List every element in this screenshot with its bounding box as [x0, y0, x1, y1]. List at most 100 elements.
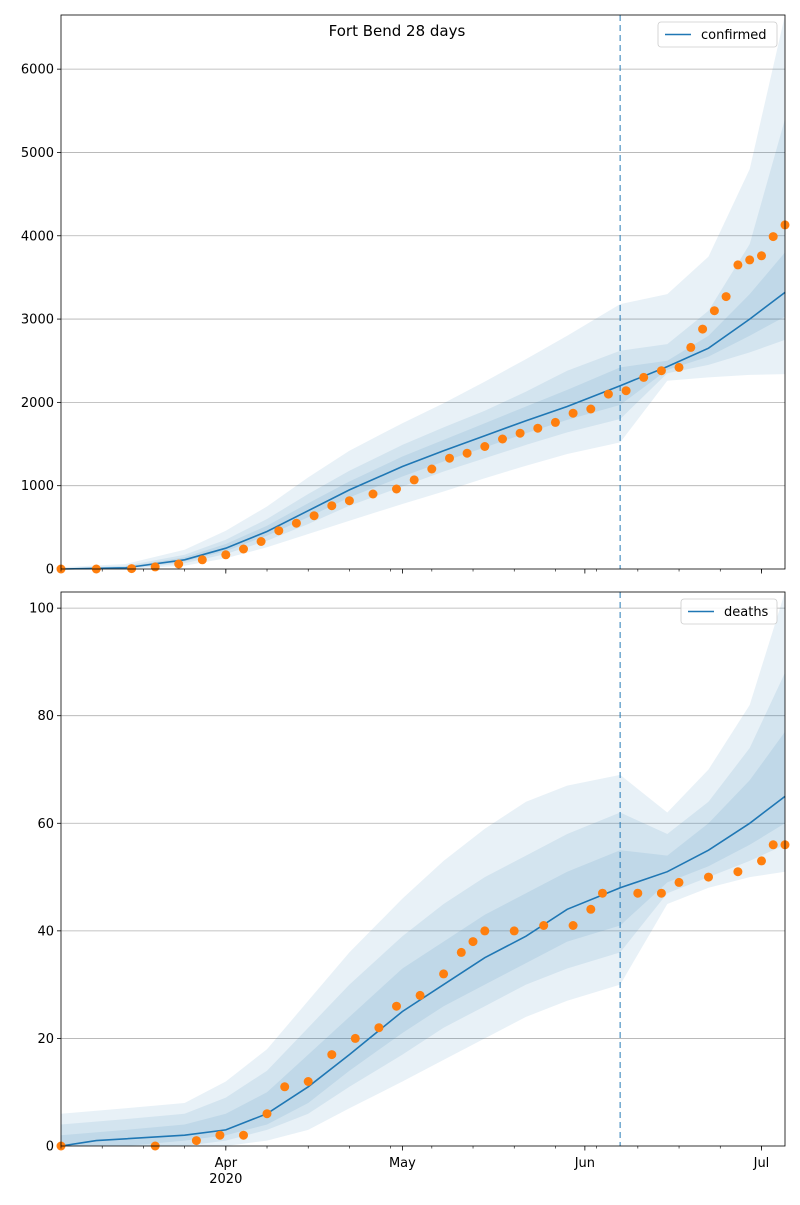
observed-point — [603, 389, 613, 399]
observed-point — [327, 501, 337, 511]
observed-point — [586, 904, 596, 914]
legend-label: confirmed — [701, 28, 767, 43]
observed-point — [197, 555, 207, 565]
observed-point — [150, 562, 160, 572]
observed-point — [656, 888, 666, 898]
y-tick-label: 2000 — [21, 396, 54, 411]
observed-point — [174, 559, 184, 569]
observed-point — [350, 1033, 360, 1043]
legend: deaths — [680, 598, 778, 625]
observed-point — [757, 856, 766, 866]
observed-point — [709, 306, 719, 316]
axes-frame — [60, 591, 786, 1147]
observed-point — [415, 990, 425, 1000]
observed-point — [392, 484, 401, 494]
observed-point — [598, 888, 607, 898]
y-tick-label: 100 — [29, 602, 54, 617]
x-tick-label: May — [389, 1156, 416, 1171]
observed-point — [427, 464, 437, 474]
observed-point — [374, 1023, 384, 1033]
observed-point — [539, 921, 549, 930]
observed-point — [468, 937, 478, 947]
observed-point — [721, 292, 731, 302]
y-tick-label: 80 — [37, 709, 54, 724]
chart-title: Fort Bend 28 days — [329, 22, 466, 40]
observed-point — [392, 1001, 401, 1011]
observed-point — [262, 1109, 272, 1119]
x-year-label: 2020 — [209, 1172, 242, 1187]
x-tick-label: Jul — [753, 1156, 770, 1171]
y-tick-label: 4000 — [21, 229, 54, 244]
observed-point — [127, 564, 137, 574]
deaths-panel: 0 20 40 60 80 100 Apr May Jun Jul 2020 deaths — [29, 591, 790, 1187]
observed-point — [256, 537, 266, 546]
y-tick-label: 1000 — [21, 479, 54, 494]
model-line-confirmed — [60, 291, 786, 570]
observed-point — [309, 511, 319, 521]
observed-point — [768, 232, 778, 242]
observed-point — [568, 408, 578, 418]
observed-point — [280, 1082, 290, 1092]
observed-point — [674, 877, 684, 887]
observed-point — [439, 969, 449, 979]
observed-point — [409, 475, 419, 485]
y-tick-label: 3000 — [21, 313, 54, 328]
observed-point — [639, 372, 649, 382]
observed-point — [291, 518, 301, 528]
y-tick-label: 5000 — [21, 146, 54, 161]
legend-box — [680, 598, 778, 625]
observed-point — [509, 926, 519, 936]
observed-point — [686, 342, 696, 352]
observed-point — [656, 366, 666, 376]
observed-point — [456, 947, 466, 957]
observed-point — [550, 417, 560, 427]
observed-point — [515, 428, 525, 438]
observed-point — [239, 544, 248, 554]
observed-point — [303, 1077, 313, 1086]
legend: confirmed — [657, 21, 778, 48]
legend-box — [657, 21, 778, 48]
observed-point — [368, 489, 378, 499]
y-tick-label: 6000 — [21, 63, 54, 78]
observed-point — [698, 324, 708, 334]
observed-point — [215, 1130, 225, 1140]
observed-point — [704, 872, 713, 882]
observed-point — [221, 550, 231, 560]
y-tick-label: 60 — [37, 817, 54, 832]
observed-point — [480, 926, 490, 936]
uncertainty-band-middle — [61, 672, 785, 1146]
x-tick-label: Jun — [574, 1156, 595, 1171]
y-tick-label: 20 — [37, 1032, 54, 1047]
observed-point — [621, 386, 631, 396]
observed-point — [462, 448, 472, 458]
observed-point — [533, 423, 543, 433]
observed-point — [586, 404, 596, 414]
observed-point — [445, 453, 454, 463]
observed-point — [498, 434, 507, 444]
observed-point — [633, 888, 643, 898]
observed-point — [191, 1136, 201, 1146]
y-tick-label: 0 — [46, 1140, 54, 1155]
observed-point — [768, 840, 778, 850]
observed-point — [274, 526, 284, 536]
observed-point — [733, 260, 743, 270]
observed-point — [568, 921, 578, 930]
x-tick-label: Apr — [215, 1156, 238, 1171]
observed-point — [480, 442, 490, 451]
uncertainty-band-outer — [61, 592, 785, 1146]
axes-frame — [60, 14, 786, 570]
observed-point — [239, 1130, 248, 1140]
legend-label: deaths — [724, 605, 769, 620]
model-line-deaths — [60, 795, 786, 1147]
y-tick-label: 40 — [37, 924, 54, 939]
observed-point — [757, 251, 766, 261]
observed-point — [745, 255, 755, 265]
y-tick-label: 0 — [46, 563, 54, 578]
observed-point — [344, 496, 354, 506]
observed-point — [733, 867, 743, 877]
uncertainty-band-outer — [61, 15, 785, 569]
observed-point — [674, 362, 684, 372]
confirmed-panel: 0 1000 2000 3000 4000 5000 6000 confirmed — [21, 14, 790, 578]
